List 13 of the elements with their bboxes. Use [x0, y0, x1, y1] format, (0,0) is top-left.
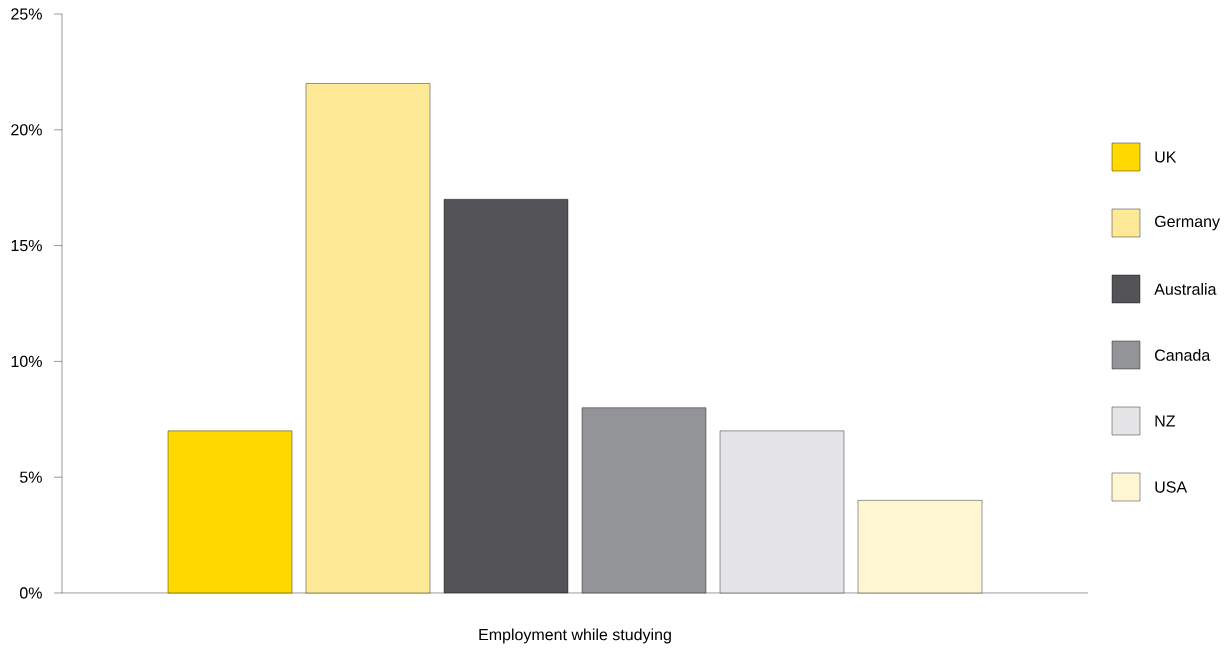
y-tick-label: 0%	[19, 587, 42, 599]
legend-label: UK	[1155, 151, 1177, 163]
y-tick-label: 25%	[11, 8, 42, 20]
y-tick-label: 15%	[11, 239, 42, 252]
y-tick-label: 5%	[20, 471, 42, 483]
y-tick-label: 10%	[11, 355, 42, 368]
y-tick-label: 20%	[11, 124, 42, 136]
legend-label: Australia	[1154, 283, 1217, 295]
legend-label: USA	[1155, 481, 1188, 493]
legend-label: NZ	[1155, 415, 1176, 427]
x-tick-label: Employment while studying	[479, 628, 671, 644]
legend-label: Canada	[1155, 349, 1211, 361]
legend-label: Germany	[1155, 215, 1220, 231]
